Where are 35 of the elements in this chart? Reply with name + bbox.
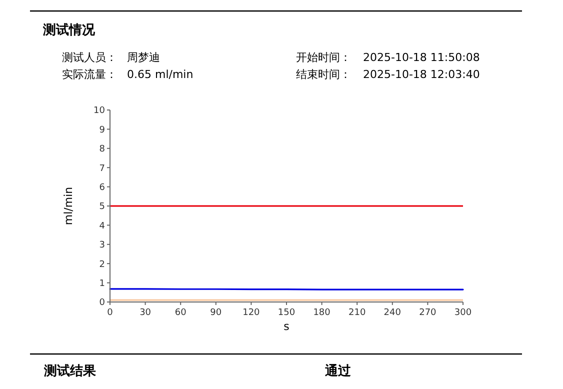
chart-title: 测试情况 [42,22,96,38]
y-tick-label: 4 [99,221,106,232]
y-tick-label: 2 [99,260,105,270]
y-tick-label: 0 [99,298,106,308]
text: 实际流量： [62,68,117,81]
x-tick-label: 210 [348,308,366,318]
y-axis-title: ml/min [62,186,75,226]
text: 周梦迪 [127,51,160,64]
y-tick-label: 1 [99,278,105,289]
y-tick-label: 10 [94,106,106,116]
y-tick-label: 9 [99,125,106,136]
text: 结束时间： [296,68,351,81]
x-tick-label: 150 [278,308,296,318]
text: 2025-10-18 12:03:40 [363,68,480,81]
x-tick-label: 270 [419,308,437,318]
y-tick-label: 7 [99,164,105,174]
text: 0.65 ml/min [127,68,194,81]
y-tick-label: 3 [99,240,105,251]
x-tick-label: 90 [210,308,222,318]
text: 测试结果 [43,363,97,379]
x-tick-label: 180 [313,308,331,318]
text: 2025-10-18 11:50:08 [363,51,480,64]
x-tick-label: 30 [140,308,152,318]
text: 通过 [324,363,352,379]
x-tick-label: 120 [242,308,260,318]
y-tick-label: 6 [99,182,106,193]
text: 测试人员： [62,51,117,64]
y-tick-label: 5 [99,202,105,212]
y-tick-label: 8 [99,144,106,155]
text: 开始时间： [296,51,351,64]
x-tick-label: 240 [384,308,402,318]
x-axis-title: s [284,320,290,333]
x-tick-label: 0 [107,308,114,318]
x-tick-label: 60 [174,308,187,318]
x-tick-label: 300 [454,308,472,318]
